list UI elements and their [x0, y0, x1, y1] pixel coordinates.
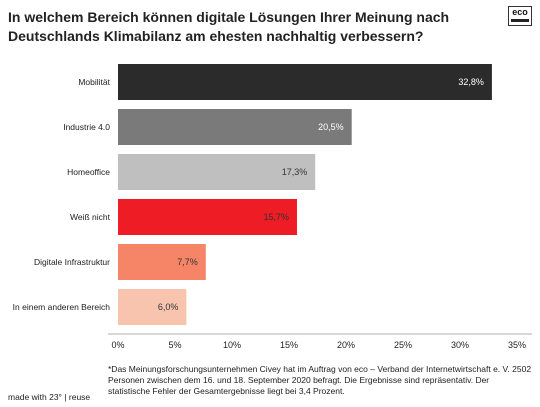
tick-label: 15%: [280, 340, 298, 350]
value-label: 20,5%: [318, 122, 344, 132]
value-label: 7,7%: [177, 257, 198, 267]
credit-line: made with 23° | reuse: [8, 392, 91, 402]
x-axis-ticks: 0% 5% 10% 15% 20% 25% 30% 35%: [111, 340, 526, 350]
category-label: Homeoffice: [67, 167, 110, 177]
category-label: Industrie 4.0: [63, 122, 110, 132]
category-label: Mobilität: [78, 77, 110, 87]
category-label: Digitale Infrastruktur: [34, 257, 110, 267]
bar: [118, 64, 492, 100]
tick-label: 30%: [451, 340, 469, 350]
footnote: *Das Meinungsforschungsunternehmen Civey…: [108, 364, 532, 396]
tick-label: 0%: [111, 340, 124, 350]
logo-text: eco: [512, 7, 528, 17]
category-label: Weiß nicht: [70, 212, 111, 222]
value-label: 6,0%: [158, 302, 179, 312]
value-label: 15,7%: [263, 212, 289, 222]
eco-logo: eco: [508, 6, 532, 26]
chart-title: In welchem Bereich können digitale Lösun…: [8, 9, 450, 44]
logo-strip: [511, 19, 529, 22]
tick-label: 25%: [394, 340, 412, 350]
bar: [118, 154, 316, 190]
value-label: 17,3%: [282, 167, 308, 177]
tick-label: 20%: [337, 340, 355, 350]
bar: [118, 109, 352, 145]
bar: [118, 244, 206, 280]
tick-label: 5%: [168, 340, 181, 350]
bars-group: Mobilität 32,8% Industrie 4.0 20,5% Homeoffi…: [13, 64, 492, 325]
bar: [118, 289, 187, 325]
tick-label: 35%: [508, 340, 526, 350]
bar: [118, 199, 297, 235]
category-label: In einem anderen Bereich: [13, 302, 111, 312]
value-label: 32,8%: [458, 77, 484, 87]
tick-label: 10%: [223, 340, 241, 350]
